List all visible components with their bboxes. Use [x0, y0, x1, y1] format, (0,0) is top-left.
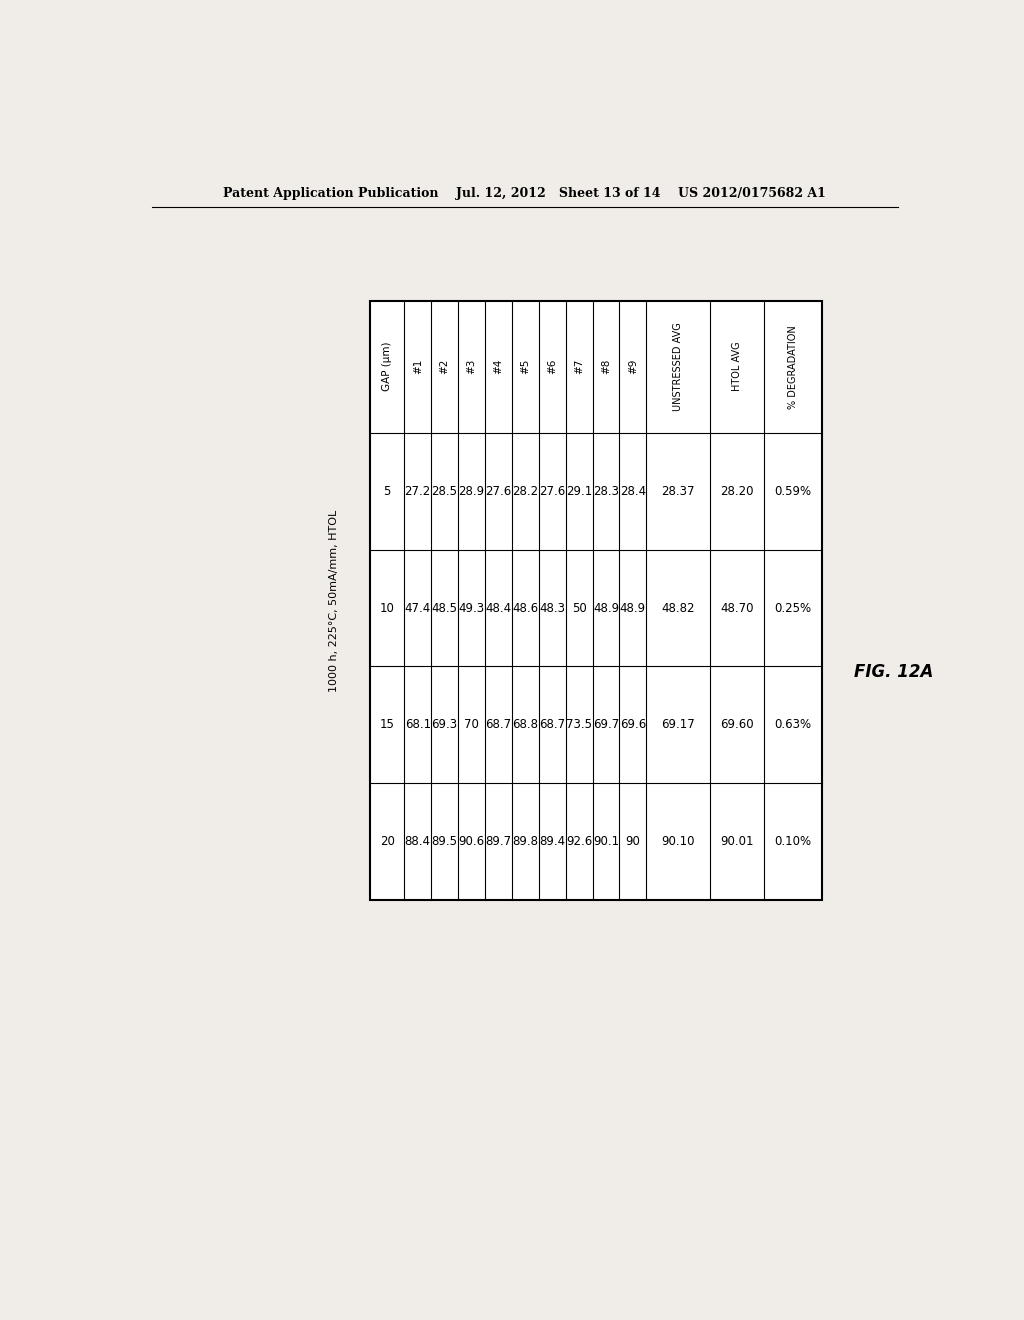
Text: 0.25%: 0.25%: [774, 602, 812, 615]
Text: 48.6: 48.6: [512, 602, 539, 615]
Text: 89.5: 89.5: [432, 836, 458, 849]
Text: 89.7: 89.7: [485, 836, 511, 849]
Text: #7: #7: [574, 359, 584, 375]
Text: 90: 90: [626, 836, 640, 849]
Text: 69.60: 69.60: [720, 718, 754, 731]
Text: 48.70: 48.70: [720, 602, 754, 615]
Text: 69.7: 69.7: [593, 718, 620, 731]
Text: 1000 h, 225°C, 50mA/mm, HTOL: 1000 h, 225°C, 50mA/mm, HTOL: [330, 510, 339, 692]
Text: 73.5: 73.5: [566, 718, 592, 731]
Text: 89.8: 89.8: [512, 836, 539, 849]
Text: 69.6: 69.6: [620, 718, 646, 731]
Text: 90.10: 90.10: [662, 836, 695, 849]
Text: 0.10%: 0.10%: [774, 836, 812, 849]
Text: 90.01: 90.01: [720, 836, 754, 849]
Text: 90.1: 90.1: [593, 836, 620, 849]
Text: 69.17: 69.17: [662, 718, 695, 731]
Text: #4: #4: [494, 359, 504, 375]
Text: 27.2: 27.2: [404, 484, 431, 498]
Text: 28.2: 28.2: [512, 484, 539, 498]
Text: UNSTRESSED AVG: UNSTRESSED AVG: [673, 322, 683, 411]
Text: #8: #8: [601, 359, 611, 375]
Text: 10: 10: [380, 602, 394, 615]
Text: 48.3: 48.3: [540, 602, 565, 615]
Text: 48.9: 48.9: [620, 602, 646, 615]
Text: #2: #2: [439, 359, 450, 375]
Text: 92.6: 92.6: [566, 836, 592, 849]
Text: 68.1: 68.1: [404, 718, 431, 731]
Text: Patent Application Publication    Jul. 12, 2012   Sheet 13 of 14    US 2012/0175: Patent Application Publication Jul. 12, …: [223, 187, 826, 201]
Text: 48.9: 48.9: [593, 602, 620, 615]
Text: 68.7: 68.7: [540, 718, 565, 731]
Text: 88.4: 88.4: [404, 836, 431, 849]
Text: #6: #6: [547, 359, 557, 375]
Text: 89.4: 89.4: [540, 836, 565, 849]
Text: 90.6: 90.6: [459, 836, 484, 849]
Text: 28.4: 28.4: [620, 484, 646, 498]
Text: 28.9: 28.9: [459, 484, 484, 498]
Bar: [370, 301, 822, 900]
Text: 68.8: 68.8: [512, 718, 539, 731]
Text: 20: 20: [380, 836, 394, 849]
Text: 28.37: 28.37: [662, 484, 695, 498]
Text: 5: 5: [383, 484, 391, 498]
Text: GAP (μm): GAP (μm): [382, 342, 392, 392]
Text: #9: #9: [628, 359, 638, 375]
Text: 69.3: 69.3: [431, 718, 458, 731]
Text: 50: 50: [571, 602, 587, 615]
Text: 28.3: 28.3: [593, 484, 618, 498]
Text: 49.3: 49.3: [459, 602, 484, 615]
Text: 0.63%: 0.63%: [774, 718, 812, 731]
Text: 48.4: 48.4: [485, 602, 511, 615]
Text: 0.59%: 0.59%: [774, 484, 812, 498]
Text: 27.6: 27.6: [539, 484, 565, 498]
Text: 48.5: 48.5: [432, 602, 458, 615]
Text: 48.82: 48.82: [662, 602, 695, 615]
Text: #5: #5: [520, 359, 530, 375]
Text: % DEGRADATION: % DEGRADATION: [788, 325, 798, 408]
Text: 15: 15: [380, 718, 394, 731]
Text: HTOL AVG: HTOL AVG: [732, 342, 741, 392]
Text: FIG. 12A: FIG. 12A: [854, 663, 934, 681]
Text: #1: #1: [413, 359, 423, 375]
Text: 27.6: 27.6: [485, 484, 512, 498]
Text: 70: 70: [464, 718, 479, 731]
Text: 47.4: 47.4: [404, 602, 431, 615]
Text: 28.20: 28.20: [720, 484, 754, 498]
Text: 28.5: 28.5: [432, 484, 458, 498]
Text: 68.7: 68.7: [485, 718, 511, 731]
Text: #3: #3: [467, 359, 476, 375]
Text: 29.1: 29.1: [566, 484, 592, 498]
